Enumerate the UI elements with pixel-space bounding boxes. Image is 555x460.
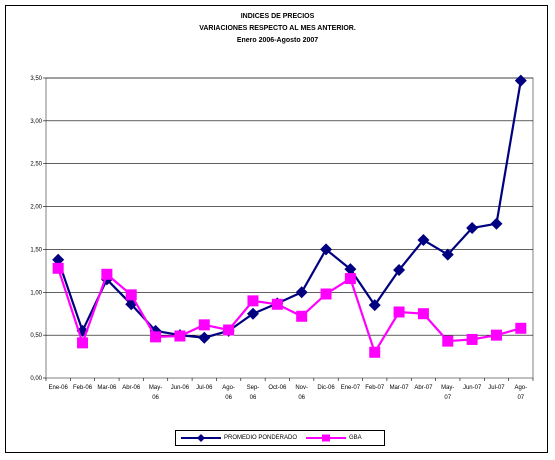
data-point-gba (150, 331, 162, 343)
data-point-promedio (466, 222, 479, 234)
data-point-gba (466, 333, 478, 345)
y-tick-label: 3,50 (30, 76, 42, 82)
x-tick-label: Sep- (247, 385, 260, 391)
x-tick-label: 07 (517, 395, 524, 401)
data-point-gba (271, 298, 283, 310)
x-tick-label: Feb-06 (73, 385, 93, 391)
y-tick-label: 2,50 (30, 162, 42, 168)
data-point-gba (223, 324, 235, 336)
data-point-gba (442, 335, 454, 347)
x-tick-label: Jul-07 (488, 385, 505, 391)
data-point-gba (296, 310, 308, 322)
data-point-promedio (490, 217, 503, 230)
y-tick-label: 0,50 (30, 333, 42, 339)
y-tick-label: 0,00 (30, 376, 42, 382)
data-point-gba (369, 346, 381, 358)
x-tick-label: May- (149, 385, 162, 391)
data-point-promedio (295, 286, 308, 299)
x-tick-label: Dic-06 (317, 385, 335, 391)
data-point-gba (125, 289, 137, 301)
data-point-promedio (417, 234, 430, 246)
data-point-gba (198, 319, 210, 331)
x-tick-label: 06 (298, 395, 305, 401)
data-point-gba (417, 308, 429, 320)
chart-title-line-1: INDICES DE PRECIOS (240, 13, 315, 20)
x-tick-label: Ene-07 (341, 385, 361, 391)
data-point-promedio (198, 331, 211, 344)
x-tick-label: Mar-06 (97, 385, 117, 391)
chart-title-line-3: Enero 2006-Agosto 2007 (236, 37, 319, 44)
x-tick-label: Abr-07 (414, 385, 433, 391)
x-tick-label: 06 (250, 395, 257, 401)
y-tick-label: 1,50 (30, 247, 42, 253)
x-tick-label: 07 (444, 395, 451, 401)
x-tick-label: Jul-06 (196, 385, 213, 391)
data-point-promedio (344, 263, 357, 276)
legend-swatch-promedio (181, 434, 221, 442)
legend-item-promedio: PROMEDIO PONDERADO (180, 433, 297, 443)
x-tick-label: May- (441, 385, 454, 391)
x-tick-label: Nov- (295, 385, 308, 391)
data-point-gba (344, 273, 356, 285)
plot-area (45, 77, 534, 379)
x-tick-label: 06 (152, 395, 159, 401)
legend-item-gba: GBA (305, 433, 362, 443)
y-tick-label: 2,00 (30, 205, 42, 211)
x-tick-label: Feb-07 (365, 385, 385, 391)
data-point-promedio (514, 74, 527, 87)
x-tick-label: Oct-06 (268, 385, 287, 391)
y-tick-label: 1,00 (30, 290, 42, 296)
data-point-gba (515, 322, 527, 334)
x-tick-label: Ene-06 (48, 385, 68, 391)
data-point-gba (393, 306, 405, 318)
y-tick-label: 3,00 (30, 119, 42, 125)
legend: PROMEDIO PONDERADO GBA (175, 430, 385, 446)
data-point-promedio (368, 299, 381, 312)
legend-label-promedio: PROMEDIO PONDERADO (224, 435, 298, 441)
data-point-promedio (52, 253, 65, 266)
x-tick-label: Ago- (514, 385, 527, 391)
x-tick-label: 06 (225, 395, 232, 401)
x-tick-label: Ago- (222, 385, 235, 391)
data-point-promedio (393, 264, 406, 276)
x-tick-label: Jun-06 (171, 385, 190, 391)
data-point-promedio (320, 243, 333, 256)
data-point-gba (77, 337, 89, 349)
data-point-gba (101, 268, 113, 280)
chart-title-line-2: VARIACIONES RESPECTO AL MES ANTERIOR. (199, 25, 356, 32)
data-point-gba (247, 295, 259, 307)
data-point-gba (490, 329, 502, 341)
x-tick-label: Jun-07 (463, 385, 482, 391)
x-tick-label: Abr-06 (122, 385, 141, 391)
legend-swatch-gba (306, 434, 347, 442)
data-point-gba (320, 288, 332, 300)
x-tick-label: Mar-07 (390, 385, 410, 391)
data-point-gba (174, 330, 186, 342)
data-point-promedio (246, 307, 259, 320)
series-line-0 (57, 80, 522, 339)
data-point-promedio (441, 248, 454, 261)
legend-label-gba: GBA (349, 435, 362, 441)
data-point-gba (52, 262, 64, 274)
